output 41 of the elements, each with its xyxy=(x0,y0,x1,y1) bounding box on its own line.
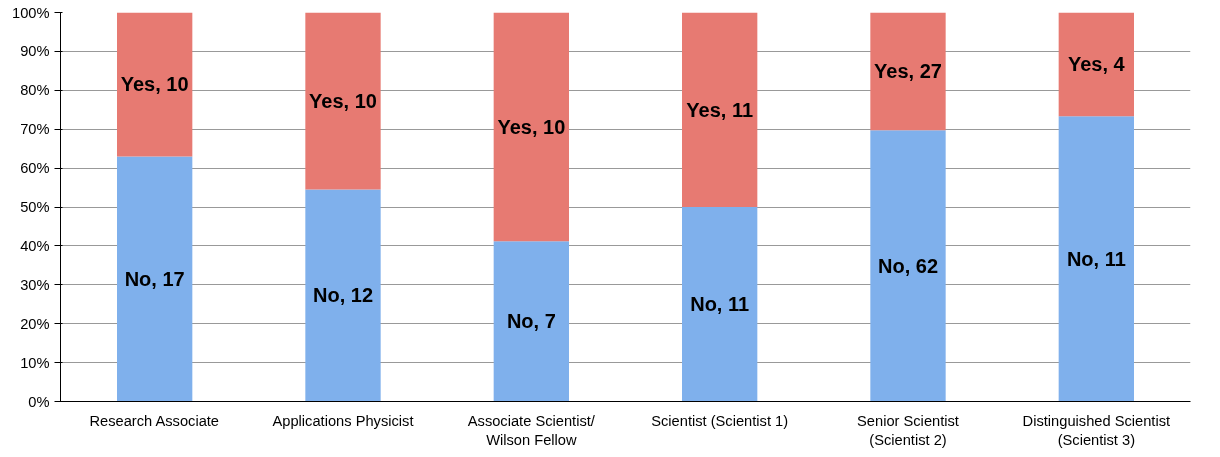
bar xyxy=(117,156,193,402)
x-tick-label: Research Associate xyxy=(89,412,220,429)
annotation: Yes, 10 xyxy=(497,115,566,138)
y-tick-label: 80% xyxy=(20,82,50,99)
bar xyxy=(682,12,758,207)
annotation: No, 11 xyxy=(690,293,750,316)
annotation: No, 7 xyxy=(506,310,556,333)
annotation: No, 12 xyxy=(312,284,374,307)
x-tick-label: Distinguished Scientist (Scientist 3) xyxy=(1022,412,1171,448)
bar xyxy=(493,241,569,402)
y-tick-label: 20% xyxy=(20,315,50,332)
y-tick-label: 50% xyxy=(20,199,50,215)
annotation: Yes, 4 xyxy=(1067,53,1126,76)
annotation: No, 17 xyxy=(124,267,185,290)
y-tick-label: 40% xyxy=(20,237,50,254)
bar xyxy=(1058,116,1134,402)
bar xyxy=(870,12,946,131)
y-tick-label: 60% xyxy=(20,160,50,177)
x-tick-label: Associate Scientist/ Wilson Fellow xyxy=(467,412,596,448)
bar xyxy=(117,12,193,157)
bar xyxy=(1058,12,1134,117)
annotation: Yes, 11 xyxy=(686,98,754,121)
y-tick-label: 70% xyxy=(20,121,50,138)
bar xyxy=(682,207,758,402)
y-tick-label: 100% xyxy=(12,4,50,21)
x-tick-label: Applications Physicist xyxy=(272,412,414,429)
bar xyxy=(493,12,569,242)
annotation: Yes, 27 xyxy=(874,60,942,83)
bar xyxy=(305,189,381,402)
y-tick-label: 30% xyxy=(20,276,50,293)
annotation: Yes, 10 xyxy=(120,73,189,96)
y-tick-label: 0% xyxy=(28,393,50,410)
bar xyxy=(870,130,946,402)
annotation: No, 62 xyxy=(877,254,939,277)
annotation: Yes, 10 xyxy=(309,90,377,112)
y-tick-label: 10% xyxy=(20,354,50,371)
bar xyxy=(305,12,381,190)
x-tick-label: Scientist (Scientist 1) xyxy=(651,412,789,429)
annotation: No, 11 xyxy=(1066,247,1126,270)
y-tick-label: 90% xyxy=(20,43,50,60)
x-tick-label: Senior Scientist (Scientist 2) xyxy=(857,412,959,448)
